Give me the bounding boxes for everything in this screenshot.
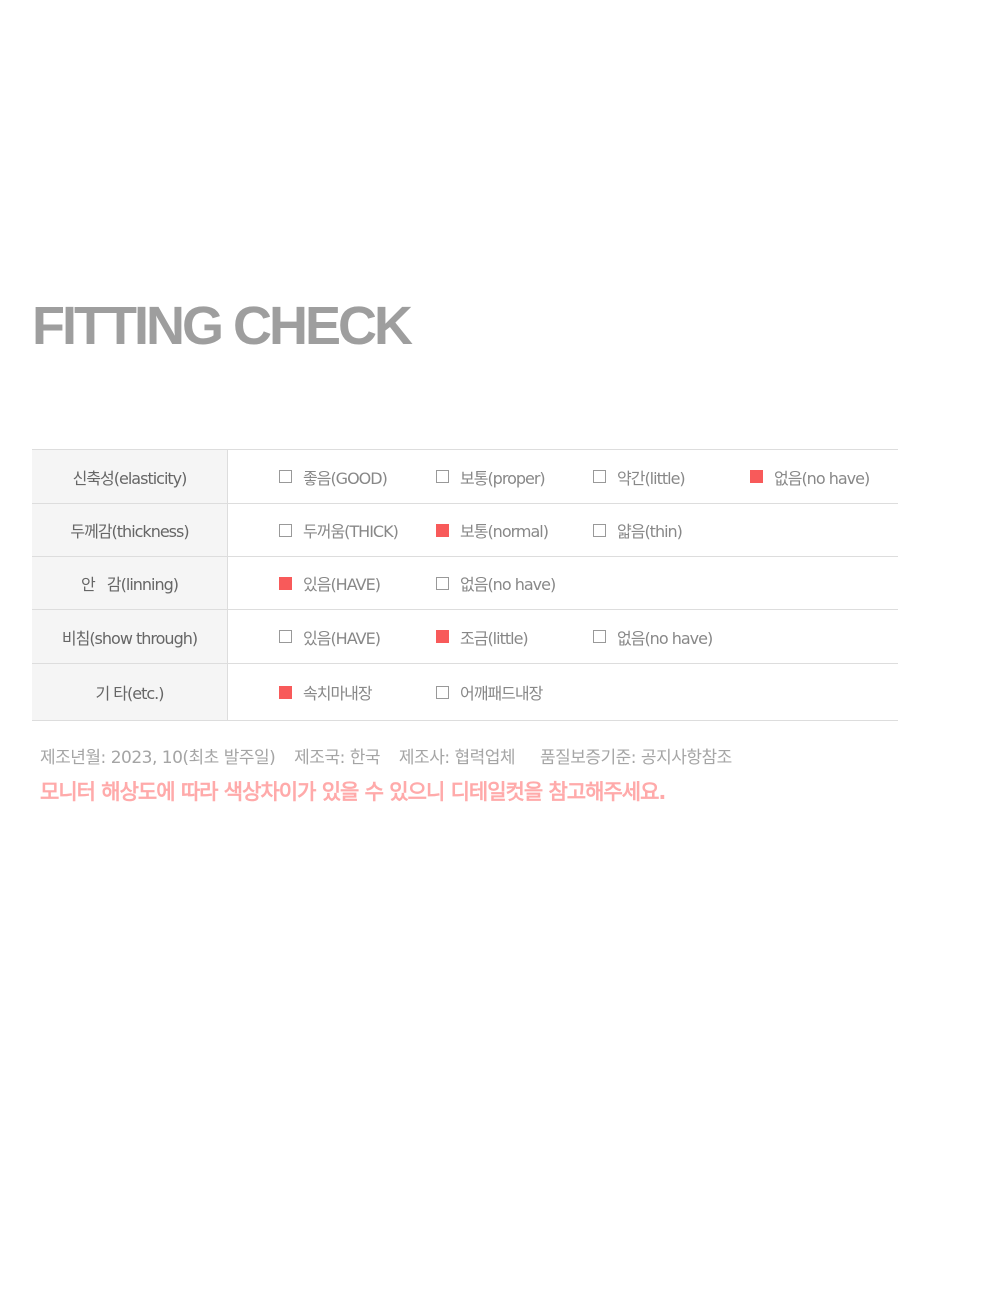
table-row: 신축성(elasticity) 좋음(GOOD) 보통(proper) 약간(litt… (32, 450, 898, 504)
row-label: 안 감(linning) (32, 557, 228, 609)
row-options: 좋음(GOOD) 보통(proper) 약간(little) 없음(no have) (228, 450, 898, 503)
option-label: 보통(normal) (460, 522, 549, 541)
option-label: 얇음(thin) (617, 522, 683, 541)
option-item: 보통(normal) (436, 518, 549, 542)
row-options: 두꺼움(THICK) 보통(normal) 얇음(thin) (228, 504, 898, 556)
option-item: 두꺼움(THICK) (279, 518, 399, 542)
option-item: 보통(proper) (436, 465, 546, 489)
option-item: 얇음(thin) (593, 518, 683, 542)
option-item: 없음(no have) (750, 465, 870, 489)
unchecked-checkbox-icon (279, 523, 292, 537)
checked-checkbox-icon (750, 470, 763, 483)
option-label: 어깨패드내장 (460, 684, 543, 703)
option-item: 없음(no have) (436, 571, 556, 595)
color-notice: 모니터 해상도에 따라 색상차이가 있을 수 있으니 디테일컷을 참고해주세요. (40, 780, 666, 804)
row-label: 기 타(etc.) (32, 664, 228, 720)
unchecked-checkbox-icon (279, 630, 292, 643)
option-label: 있음(HAVE) (303, 575, 381, 594)
table-row: 비침(show through) 있음(HAVE) 조금(little) 없음(no … (32, 610, 898, 664)
unchecked-checkbox-icon (436, 470, 449, 483)
row-options: 있음(HAVE) 조금(little) 없음(no have) (228, 610, 898, 663)
option-item: 있음(HAVE) (279, 625, 381, 649)
option-label: 없음(no have) (774, 468, 870, 488)
page-title: FITTING CHECK (32, 296, 413, 356)
row-label: 두께감(thickness) (32, 504, 228, 556)
option-label: 없음(no have) (460, 575, 556, 594)
checked-checkbox-icon (436, 523, 449, 537)
option-label: 좋음(GOOD) (303, 468, 388, 488)
unchecked-checkbox-icon (436, 576, 449, 590)
option-label: 두꺼움(THICK) (303, 522, 399, 541)
option-label: 없음(no have) (617, 628, 713, 648)
row-options: 있음(HAVE) 없음(no have) (228, 557, 898, 609)
row-label: 신축성(elasticity) (32, 450, 228, 503)
option-item: 속치마내장 (279, 680, 373, 704)
manufacturer: 제조사: 협력업체 (398, 748, 516, 768)
option-label: 보통(proper) (460, 468, 546, 488)
option-label: 있음(HAVE) (303, 628, 381, 648)
row-label: 비침(show through) (32, 610, 228, 663)
unchecked-checkbox-icon (279, 470, 292, 483)
unchecked-checkbox-icon (436, 685, 449, 699)
table-row: 안 감(linning) 있음(HAVE) 없음(no have) (32, 557, 898, 610)
option-item: 조금(little) (436, 625, 529, 649)
country-of-origin: 제조국: 한국 (294, 748, 381, 768)
checked-checkbox-icon (279, 685, 292, 699)
option-label: 조금(little) (460, 628, 529, 648)
option-item: 약간(little) (593, 465, 686, 489)
table-row: 기 타(etc.) 속치마내장 어깨패드내장 (32, 664, 898, 721)
checked-checkbox-icon (436, 630, 449, 643)
quality-standard: 품질보증기준: 공지사항참조 (539, 748, 732, 768)
unchecked-checkbox-icon (593, 523, 606, 537)
fitting-check-table: 신축성(elasticity) 좋음(GOOD) 보통(proper) 약간(litt… (32, 449, 898, 721)
option-label: 속치마내장 (303, 684, 373, 703)
option-item: 좋음(GOOD) (279, 465, 388, 489)
manufacture-date: 제조년월: 2023, 10(최초 발주일) (40, 748, 276, 768)
unchecked-checkbox-icon (593, 470, 606, 483)
option-item: 어깨패드내장 (436, 680, 543, 704)
product-info: 제조년월: 2023, 10(최초 발주일) 제조국: 한국 제조사: 협력업체… (40, 743, 746, 768)
table-row: 두께감(thickness) 두꺼움(THICK) 보통(normal) 얇음(thi… (32, 504, 898, 557)
option-item: 있음(HAVE) (279, 571, 381, 595)
checked-checkbox-icon (279, 576, 292, 590)
option-item: 없음(no have) (593, 625, 713, 649)
unchecked-checkbox-icon (593, 630, 606, 643)
option-label: 약간(little) (617, 468, 686, 488)
row-options: 속치마내장 어깨패드내장 (228, 664, 898, 720)
